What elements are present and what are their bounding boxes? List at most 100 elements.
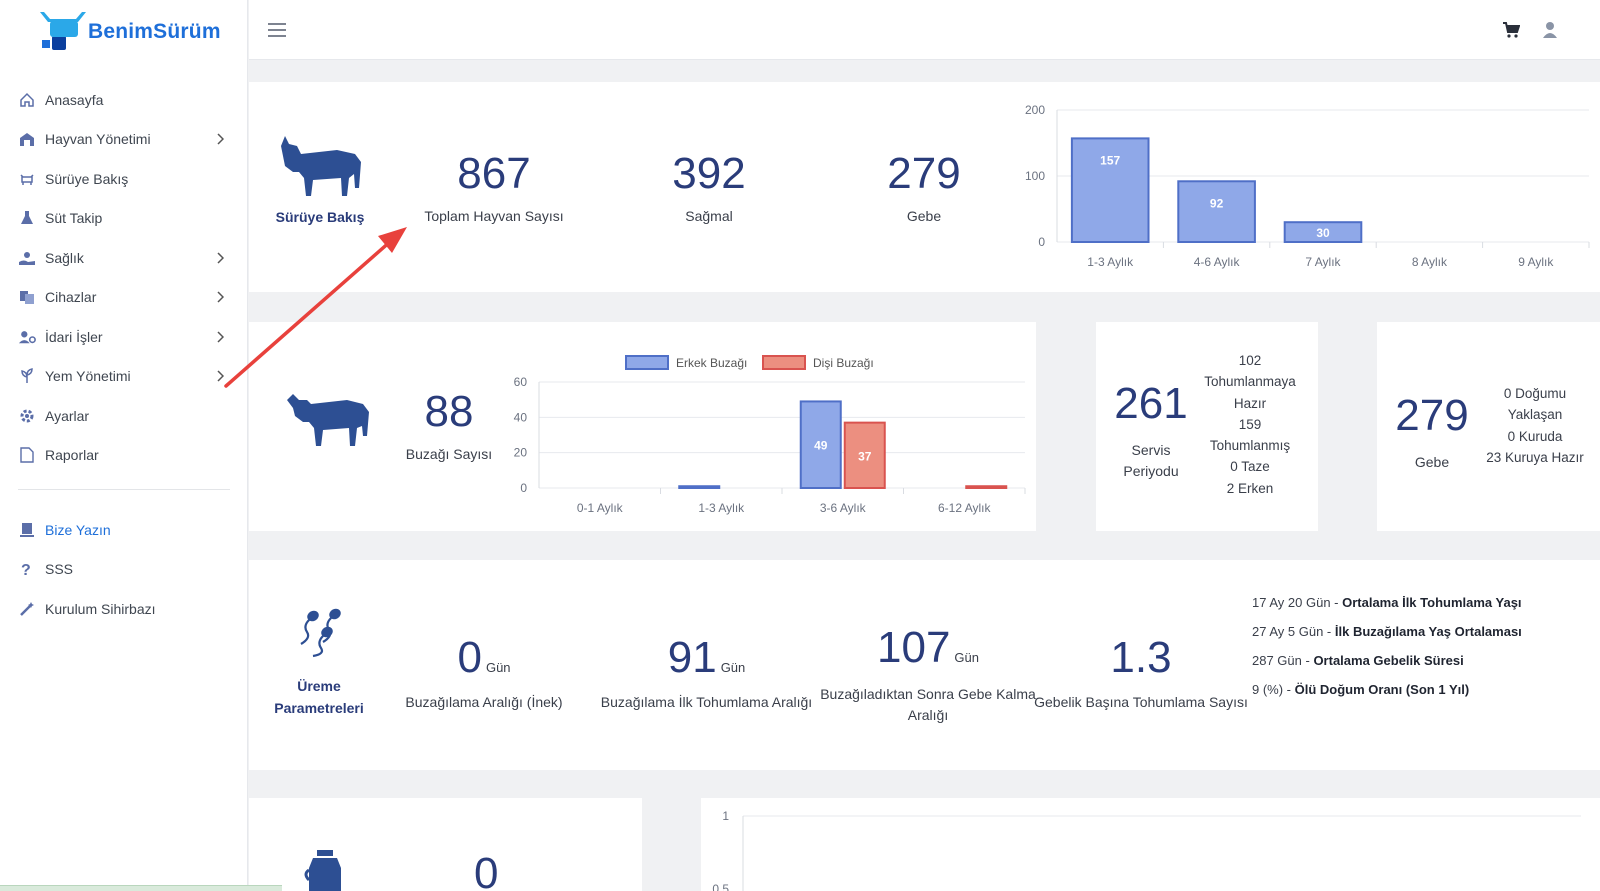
info-stillbirth-rate: 9 (%) - Ölü Doğum Oranı (Son 1 Yıl)	[1252, 675, 1522, 704]
service-breakdown: 102 Tohumlanmaya Hazır 159 Tohumlanmış 0…	[1194, 350, 1306, 499]
chevron-right-icon	[214, 133, 226, 145]
x-tick-label: 3-6 Aylık	[820, 501, 867, 515]
pregnant-value: 279	[887, 149, 961, 198]
user-avatar-icon[interactable]	[1542, 21, 1560, 41]
info-value: 27 Ay 5 Gün -	[1252, 624, 1335, 639]
calf-age-chart: 0 20 40 60 Erkek Buzağı Dişi Buzağı 0-1 Aylık 1…	[514, 355, 1026, 515]
chevron-right-icon	[214, 370, 226, 382]
pregnant-line: 0 Kuruda	[1507, 428, 1563, 444]
sidebar-item-label: Raporlar	[45, 447, 99, 464]
status-strip	[0, 885, 282, 891]
sidebar-item-sut-takip[interactable]: Süt Takip	[0, 199, 248, 239]
sidebar-item-sss[interactable]: ? SSS	[0, 550, 248, 590]
sidebar-item-label: Bize Yazın	[45, 521, 111, 538]
reproduction-card: Üreme Parametreleri 0 Gün Buzağılama Aral…	[249, 560, 1600, 770]
legend-swatch	[762, 355, 806, 370]
sidebar-item-label: SSS	[45, 561, 74, 578]
info-label: İlk Buzağılama Yaş Ortalaması	[1334, 624, 1522, 639]
leaf-icon	[18, 367, 36, 385]
brand-name: BenimSürüm	[88, 20, 221, 43]
first-insemination-interval-value: 91	[667, 633, 717, 682]
sidebar-item-raporlar[interactable]: Raporlar	[0, 436, 248, 476]
question-icon: ?	[18, 560, 36, 578]
total-animals-stat: 867 Toplam Hayvan Sayısı	[409, 152, 579, 225]
sidebar-item-bize-yazin[interactable]: Bize Yazın	[0, 510, 248, 550]
days-open-label-2: Aralığı	[907, 707, 949, 723]
sidebar-item-label: Kurulum Sihirbazı	[45, 600, 156, 617]
milking-stat: 392 Sağmal	[624, 152, 794, 225]
bar	[1070, 137, 1150, 244]
x-tick-label: 6-12 Aylık	[938, 501, 991, 515]
y-tick-label: 0	[520, 481, 527, 495]
calves-card: 88 Buzağı Sayısı 0 20 40 60 Erkek Buzağı Dişi…	[249, 322, 1036, 531]
gear-icon	[18, 407, 36, 425]
services-per-conception-stat: 1.3 Gebelik Başına Tohumlama Sayısı	[1034, 636, 1248, 711]
x-tick-label: 0-1 Aylık	[577, 501, 624, 515]
service-period-stat: 261 Servis Periyodu	[1106, 382, 1196, 482]
bar	[678, 485, 721, 490]
sidebar-item-ayarlar[interactable]: Ayarlar	[0, 396, 248, 436]
cow-icon	[281, 136, 361, 196]
sidebar-item-cihazlar[interactable]: Cihazlar	[0, 278, 248, 318]
pregnant-detail-label: Gebe	[1414, 454, 1450, 470]
flask-icon	[18, 209, 36, 227]
bar	[1177, 180, 1256, 243]
service-period-label-2: Periyodu	[1123, 463, 1179, 479]
legend-swatch	[625, 355, 669, 370]
y-tick-label: 100	[1025, 169, 1045, 183]
milk-chart-card: 1 0.5	[701, 798, 1600, 891]
sidebar-item-label: Hayvan Yönetimi	[45, 131, 151, 148]
sidebar-item-saglik[interactable]: Sağlık	[0, 238, 248, 278]
logo-mark-icon	[40, 12, 86, 50]
herd-icon	[18, 170, 36, 188]
sperm-icon	[300, 608, 341, 658]
service-line: 159	[1238, 416, 1262, 432]
pregnant-stat: 279 Gebe	[839, 149, 1009, 225]
sidebar-item-hayvan-yonetimi[interactable]: Hayvan Yönetimi	[0, 120, 248, 160]
service-line: 2 Erken	[1226, 480, 1274, 496]
pregnant-breakdown: 0 Doğumu Yaklaşan 0 Kuruda 23 Kuruya Haz…	[1473, 383, 1597, 468]
pregnant-line: Yaklaşan	[1507, 407, 1563, 423]
sidebar-item-anasayfa[interactable]: Anasayfa	[0, 80, 248, 120]
milking-label: Sağmal	[685, 208, 733, 224]
svg-text:?: ?	[21, 562, 31, 577]
sidebar-item-label: Ayarlar	[45, 407, 90, 424]
sidebar-item-label: Yem Yönetimi	[45, 368, 131, 385]
bar-value-label: 49	[814, 439, 828, 453]
y-tick-label: 200	[1025, 103, 1045, 117]
reproduction-caption-1: Üreme	[297, 678, 341, 694]
sidebar-item-yem-yonetimi[interactable]: Yem Yönetimi	[0, 357, 248, 397]
sidebar-item-idari-isler[interactable]: İdari İşler	[0, 317, 248, 357]
y-tick: 1	[722, 809, 729, 823]
bar-value-label: 92	[1210, 196, 1224, 210]
service-line: 0 Taze	[1230, 459, 1270, 475]
days-open-value: 107	[877, 623, 951, 672]
calf-count-label: Buzağı Sayısı	[405, 446, 493, 462]
sidebar-item-kurulum-sihirbazi[interactable]: Kurulum Sihirbazı	[0, 589, 248, 629]
y-tick: 0.5	[712, 882, 729, 891]
milk-card: 0	[249, 798, 642, 891]
pregnant-detail-stat: 279 Gebe	[1391, 394, 1473, 471]
y-tick-label: 0	[1038, 235, 1045, 249]
days-open-stat: 107 Gün Buzağıladıktan Sonra Gebe Kalma A…	[819, 626, 1037, 726]
herd-overview-caption: Sürüye Bakış	[275, 209, 365, 225]
first-insemination-interval-unit: Gün	[720, 660, 746, 675]
pregnant-line: 23 Kuruya Hazır	[1486, 449, 1584, 465]
x-tick-label: 1-3 Aylık	[698, 501, 745, 515]
info-label: Ölü Doğum Oranı (Son 1 Yıl)	[1294, 682, 1470, 697]
pregnancy-month-chart: 0 100 200 1-3 Aylık 157 4-6 Aylık 92 7 Aylık 30 8…	[1025, 103, 1590, 269]
x-tick-label: 4-6 Aylık	[1194, 255, 1241, 269]
milk-can-icon	[304, 850, 341, 891]
cart-icon[interactable]	[1502, 21, 1522, 41]
chevron-right-icon	[214, 252, 226, 264]
menu-toggle-icon[interactable]	[267, 22, 289, 40]
sidebar-item-suruye-bakis[interactable]: Sürüye Bakış	[0, 159, 248, 199]
y-tick-label: 60	[514, 375, 528, 389]
brand-logo[interactable]: BenimSürüm	[38, 10, 228, 56]
days-open-label-1: Buzağıladıktan Sonra Gebe Kalma	[820, 686, 1036, 702]
days-open-unit: Gün	[954, 650, 979, 665]
legend-label: Erkek Buzağı	[676, 356, 747, 370]
total-animals-label: Toplam Hayvan Sayısı	[424, 208, 564, 224]
herd-overview-block: Sürüye Bakış	[275, 132, 365, 225]
y-tick-label: 40	[514, 410, 528, 424]
